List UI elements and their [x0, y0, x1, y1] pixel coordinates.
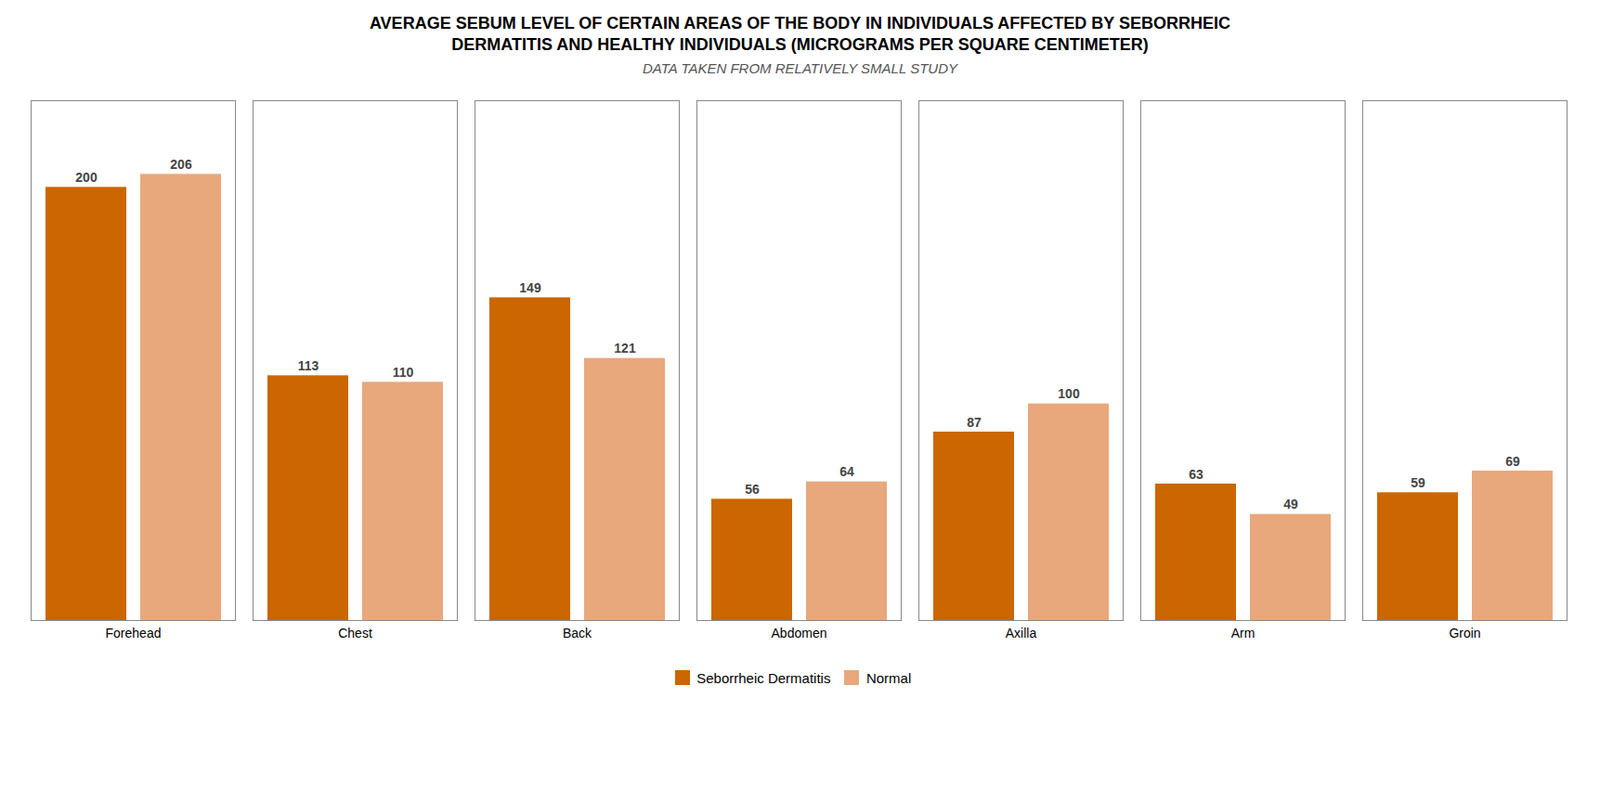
svg-text:121: 121	[613, 340, 637, 356]
svg-text:113: 113	[298, 358, 320, 374]
svg-text:69: 69	[1505, 453, 1521, 469]
svg-text:Arm: Arm	[1231, 625, 1256, 641]
svg-text:149: 149	[519, 280, 542, 296]
svg-text:Abdomen: Abdomen	[771, 625, 828, 641]
svg-text:56: 56	[744, 481, 760, 497]
svg-text:Axilla: Axilla	[1005, 625, 1038, 641]
svg-text:49: 49	[1283, 496, 1299, 512]
svg-text:63: 63	[1188, 466, 1204, 482]
svg-text:200: 200	[75, 169, 98, 185]
html-text:DATA TAKEN FROM RELATIVELY SMA: DATA TAKEN FROM RELATIVELY SMALL STUDY	[642, 60, 958, 76]
svg-text:100: 100	[1057, 386, 1080, 402]
svg-text:Chest: Chest	[338, 625, 373, 641]
html-text:Seborrheic Dermatitis: Seborrheic Dermatitis	[696, 670, 831, 687]
svg-text:110: 110	[392, 364, 415, 380]
svg-text:206: 206	[169, 156, 193, 172]
html-text:AVERAGE SEBUM LEVEL OF CERTAIN: AVERAGE SEBUM LEVEL OF CERTAIN AREAS OF …	[369, 13, 1231, 55]
svg-text:64: 64	[839, 464, 855, 480]
svg-text:87: 87	[966, 414, 982, 430]
svg-text:59: 59	[1410, 475, 1426, 491]
svg-text:Groin: Groin	[1448, 625, 1481, 641]
svg-text:Back: Back	[562, 625, 593, 641]
svg-text:Forehead: Forehead	[105, 625, 162, 641]
html-text:Normal: Normal	[866, 670, 912, 687]
